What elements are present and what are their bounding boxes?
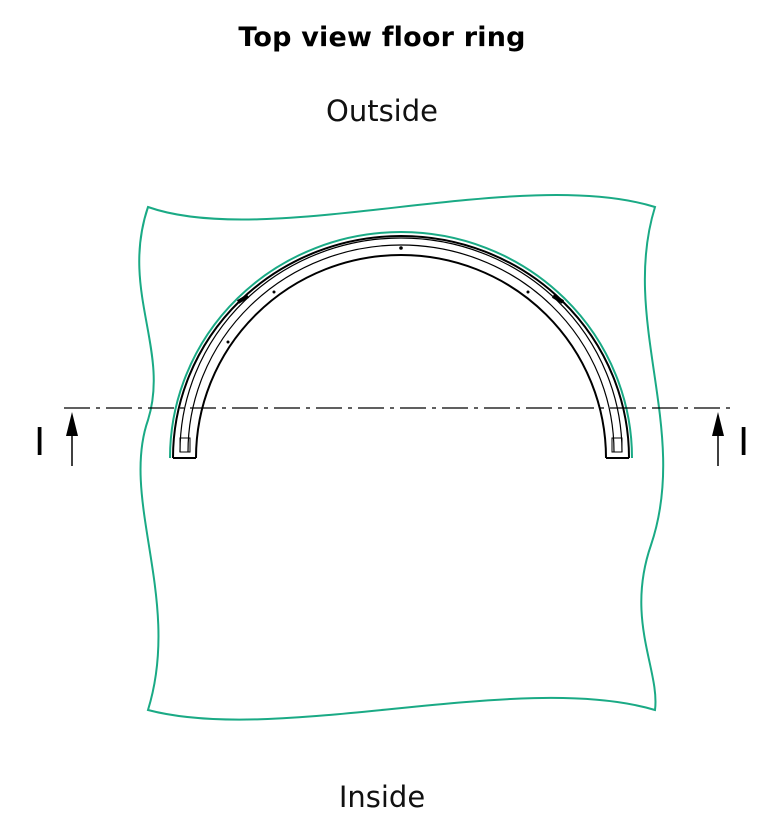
ring-end-insert-left: [179, 437, 191, 453]
outside-label: Outside: [326, 94, 438, 128]
ring-joint-mark-lower-left: [226, 340, 230, 344]
ring-outer-edge: [172, 235, 630, 459]
floor-ring: [169, 231, 633, 459]
ring-detail-line-2: [187, 244, 615, 453]
ring-anchor-segment-right: [551, 294, 565, 304]
ring-joint-mark-right: [526, 290, 530, 294]
section-arrow-right: [712, 412, 724, 466]
ring-anchor-segment-left: [236, 294, 250, 304]
section-mark-right-letter: I: [738, 420, 750, 464]
floor-slab-outline: [138, 193, 665, 721]
ring-opening-outline: [169, 231, 633, 459]
ring-end-insert-right: [611, 437, 623, 453]
section-arrow-left: [66, 412, 78, 466]
drawing-title: Top view floor ring: [238, 22, 526, 53]
ring-inner-edge: [195, 254, 607, 459]
ring-joint-mark-left: [272, 290, 276, 294]
section-mark-left-letter: I: [34, 420, 46, 464]
ring-joint-mark-top: [399, 246, 403, 250]
ring-detail-line-1: [179, 237, 623, 453]
inside-label: Inside: [338, 780, 426, 814]
